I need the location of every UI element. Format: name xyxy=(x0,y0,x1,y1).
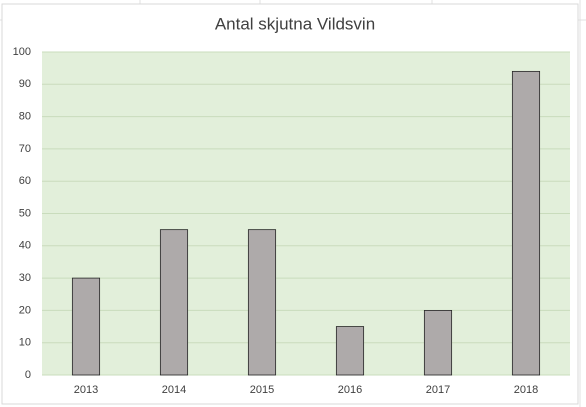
y-tick-label: 50 xyxy=(19,207,31,219)
y-tick-label: 0 xyxy=(25,369,31,381)
y-tick-label: 10 xyxy=(19,337,31,349)
bar xyxy=(247,229,277,376)
y-tick-label: 70 xyxy=(19,143,31,155)
y-tick-label: 100 xyxy=(13,46,31,58)
x-tick-label: 2014 xyxy=(162,384,186,396)
bar xyxy=(71,277,101,376)
x-tick-label: 2015 xyxy=(250,384,274,396)
x-tick-label: 2017 xyxy=(426,384,450,396)
bar xyxy=(335,326,365,376)
y-tick-label: 60 xyxy=(19,175,31,187)
y-tick-label: 30 xyxy=(19,272,31,284)
bar xyxy=(511,70,541,376)
x-tick-label: 2018 xyxy=(514,384,538,396)
y-tick-label: 20 xyxy=(19,304,31,316)
bar xyxy=(159,229,189,376)
y-tick-label: 40 xyxy=(19,240,31,252)
x-tick-label: 2016 xyxy=(338,384,362,396)
chart-title: Antal skjutna Vildsvin xyxy=(215,14,375,33)
bar xyxy=(423,309,453,376)
y-tick-label: 80 xyxy=(19,111,31,123)
x-tick-label: 2013 xyxy=(74,384,98,396)
y-tick-label: 90 xyxy=(19,78,31,90)
